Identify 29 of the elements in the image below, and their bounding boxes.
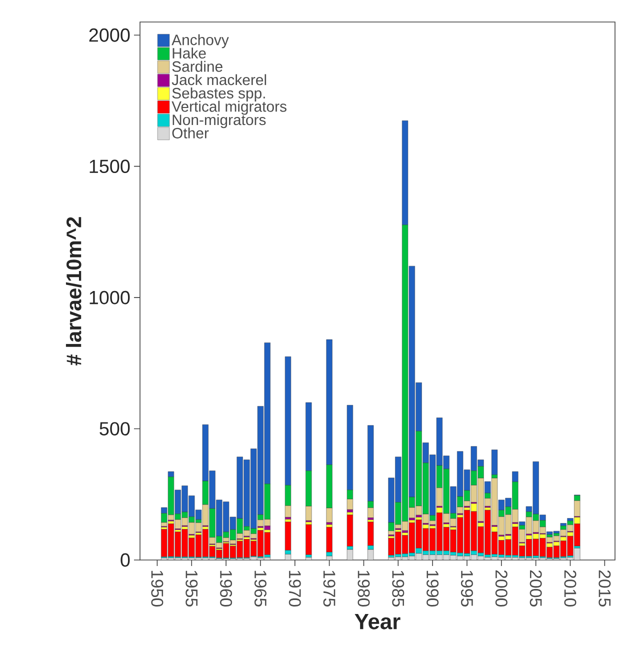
- x-tick-label: 1960: [220, 570, 232, 607]
- y-tick-label: 2000: [89, 28, 130, 42]
- x-tick-label: 1975: [323, 570, 336, 606]
- x-tick-label: 1985: [392, 570, 404, 606]
- y-tick-label: 1000: [90, 290, 130, 304]
- y-tick-label: 0: [120, 553, 130, 567]
- x-tick-label: 1955: [186, 570, 198, 606]
- legend-label: Anchovy: [172, 34, 229, 48]
- x-tick-label: 1950: [151, 570, 164, 607]
- legend-label: Sardine: [172, 60, 222, 72]
- y-tick-label: 500: [100, 422, 130, 436]
- legend-label: Vertical migrators: [172, 100, 286, 115]
- y-axis-title: # larvae/10m^2: [66, 217, 82, 366]
- x-tick-label: 2000: [495, 570, 508, 607]
- legend-label: Sebastes spp.: [172, 88, 265, 102]
- legend-label: Hake: [172, 48, 206, 59]
- x-tick-label: 1965: [254, 570, 266, 606]
- x-tick-label: 1970: [288, 570, 301, 607]
- x-tick-label: 2005: [530, 570, 542, 606]
- x-tick-label: 1980: [358, 570, 370, 607]
- x-tick-label: 1990: [426, 570, 439, 607]
- y-tick-label: 1500: [90, 160, 130, 174]
- x-tick-label: 2015: [598, 570, 611, 606]
- x-tick-label: 1995: [460, 570, 473, 606]
- legend-label: Jack mackerel: [172, 74, 266, 86]
- x-tick-label: 2010: [564, 570, 576, 607]
- x-axis-title: Year: [354, 614, 400, 630]
- legend-label: Non-migrators: [172, 114, 266, 128]
- legend-label: Other: [172, 127, 209, 138]
